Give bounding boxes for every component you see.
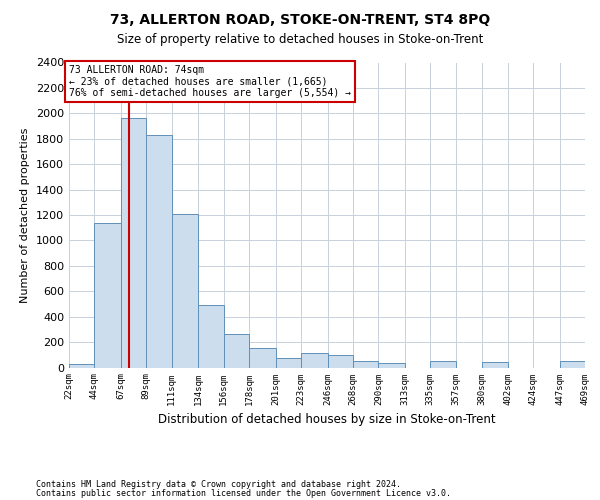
Bar [379, 363, 405, 368]
Text: Contains public sector information licensed under the Open Government Licence v3: Contains public sector information licen… [36, 490, 451, 498]
Bar [560, 360, 585, 368]
Bar [328, 355, 353, 368]
Bar [353, 360, 379, 368]
Bar [172, 214, 198, 368]
Y-axis label: Number of detached properties: Number of detached properties [20, 128, 31, 302]
Bar [224, 334, 249, 368]
Bar [275, 358, 301, 368]
X-axis label: Distribution of detached houses by size in Stoke-on-Trent: Distribution of detached houses by size … [158, 413, 496, 426]
Bar [198, 305, 224, 368]
Text: 73 ALLERTON ROAD: 74sqm
← 23% of detached houses are smaller (1,665)
76% of semi: 73 ALLERTON ROAD: 74sqm ← 23% of detache… [69, 65, 351, 98]
Text: Contains HM Land Registry data © Crown copyright and database right 2024.: Contains HM Land Registry data © Crown c… [36, 480, 401, 489]
Bar [121, 118, 146, 368]
Text: Size of property relative to detached houses in Stoke-on-Trent: Size of property relative to detached ho… [117, 32, 483, 46]
Bar [301, 353, 328, 368]
Bar [146, 135, 172, 368]
Bar [482, 362, 508, 368]
Text: 73, ALLERTON ROAD, STOKE-ON-TRENT, ST4 8PQ: 73, ALLERTON ROAD, STOKE-ON-TRENT, ST4 8… [110, 12, 490, 26]
Bar [94, 222, 121, 368]
Bar [69, 364, 94, 368]
Bar [249, 348, 275, 368]
Bar [430, 361, 456, 368]
